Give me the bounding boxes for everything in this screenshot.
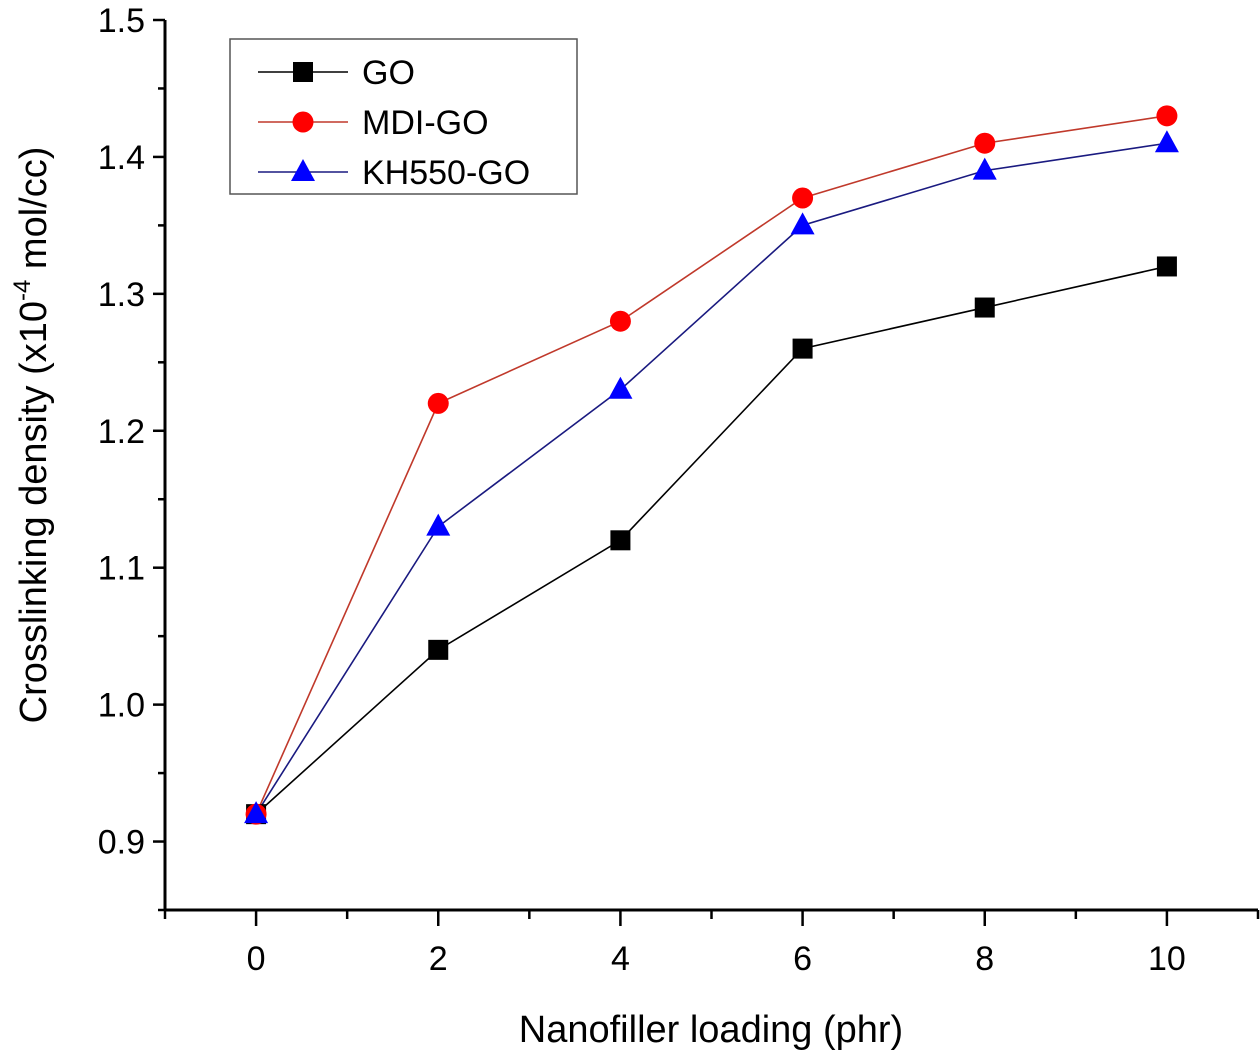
data-point-mdi-go <box>974 132 996 154</box>
x-tick-label: 2 <box>429 940 448 978</box>
legend-label: MDI-GO <box>362 104 489 142</box>
data-point-mdi-go <box>427 392 449 414</box>
data-point-go <box>974 297 995 318</box>
data-point-kh550-go <box>608 376 633 399</box>
y-tick-label: 1.1 <box>98 550 145 588</box>
data-point-go <box>1156 256 1177 277</box>
y-tick-label: 1.0 <box>98 687 145 725</box>
y-ticks: 0.9 1.0 1.1 1.2 1.3 1.4 1.5 <box>98 2 165 912</box>
x-tick-label: 0 <box>247 940 266 978</box>
legend-marker-square <box>293 62 313 82</box>
x-tick-label: 8 <box>975 940 994 978</box>
y-axis-title: Crosslinking density (x10-4 mol/cc) <box>9 147 55 724</box>
legend-marker-triangle <box>291 159 315 181</box>
legend-item-go: GO <box>258 54 415 92</box>
y-tick-label: 1.2 <box>98 413 145 451</box>
y-axis-title-tail: mol/cc) <box>13 147 55 280</box>
x-ticks: 0 2 4 6 8 10 <box>163 910 1260 978</box>
series-markers <box>244 105 1179 825</box>
legend-item-mdi-go: MDI-GO <box>258 104 489 142</box>
legend: GO MDI-GO KH550-GO <box>229 38 578 195</box>
data-point-kh550-go <box>244 801 269 824</box>
legend-marker-circle <box>292 111 314 133</box>
series-line-mdi-go <box>255 115 1168 815</box>
data-point-mdi-go <box>792 187 814 209</box>
data-point-kh550-go <box>426 513 451 536</box>
series-line-kh550-go <box>255 142 1168 815</box>
y-tick-label: 1.5 <box>98 2 145 40</box>
data-point-go <box>792 338 813 359</box>
y-axis-title-main: Crosslinking density (x10 <box>13 301 55 723</box>
y-tick-label: 0.9 <box>98 824 145 862</box>
axes: 0.9 1.0 1.1 1.2 1.3 1.4 1.5 0 2 4 6 8 10 <box>98 2 1260 978</box>
y-axis-title-superscript: -4 <box>9 280 36 301</box>
data-point-go <box>610 530 631 551</box>
series-line-go <box>255 265 1168 815</box>
y-tick-label: 1.4 <box>98 139 145 177</box>
data-point-kh550-go <box>790 212 815 235</box>
legend-item-kh550-go: KH550-GO <box>258 154 530 192</box>
x-tick-label: 4 <box>611 940 630 978</box>
data-point-kh550-go <box>972 157 997 180</box>
x-tick-label: 6 <box>793 940 812 978</box>
legend-box <box>229 38 578 195</box>
legend-label: GO <box>362 54 415 92</box>
y-tick-label: 1.3 <box>98 276 145 314</box>
series-lines <box>255 115 1168 815</box>
data-point-mdi-go <box>609 310 631 332</box>
legend-label: KH550-GO <box>362 154 530 192</box>
data-point-kh550-go <box>1154 130 1179 153</box>
x-tick-label: 10 <box>1148 940 1186 978</box>
data-point-mdi-go <box>1156 105 1178 127</box>
x-axis-title: Nanofiller loading (phr) <box>519 1009 903 1051</box>
data-point-go <box>428 639 449 660</box>
